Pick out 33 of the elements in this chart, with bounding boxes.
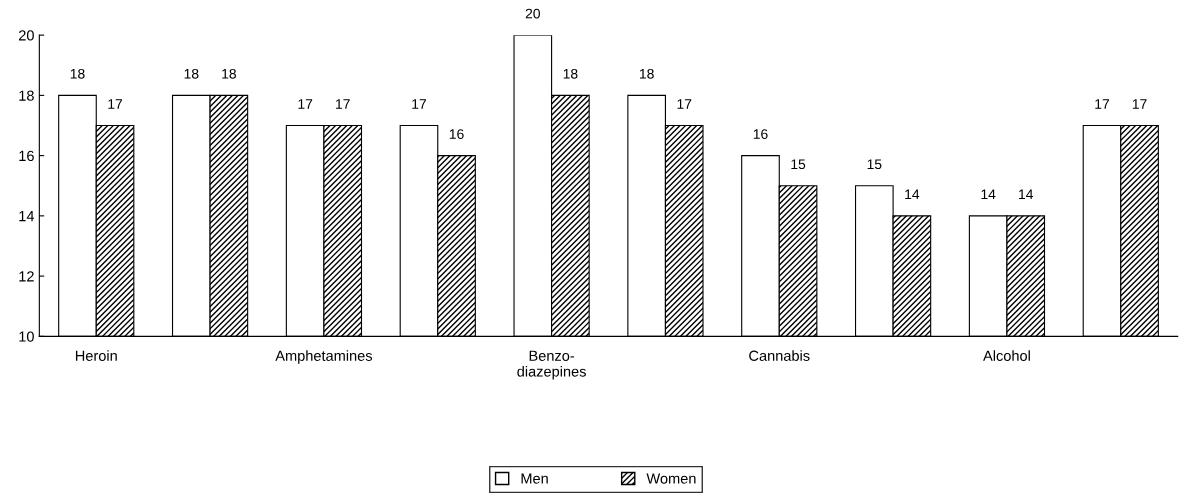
y-tick-label: 16 (19, 150, 34, 162)
data-label: 18 (184, 68, 199, 79)
data-label: 17 (412, 99, 427, 109)
legend-label: Women (646, 473, 696, 484)
data-label: 15 (791, 159, 806, 170)
data-label: 17 (108, 99, 123, 109)
y-tick-label: 18 (19, 90, 34, 101)
y-tick-label: 20 (18, 30, 34, 41)
data-label: 16 (753, 129, 768, 139)
y-tick-label: 14 (19, 211, 35, 222)
data-label: 17 (1132, 99, 1147, 109)
x-tick-label: Heroin (75, 350, 117, 361)
x-tick-label: Cannabis (749, 350, 810, 361)
x-tick-label: Alcohol (983, 350, 1030, 361)
legend-label: Men (521, 473, 548, 484)
data-label: 16 (449, 129, 464, 139)
data-label: 17 (336, 99, 350, 109)
data-label: 14 (981, 189, 996, 200)
data-label: 20 (525, 8, 540, 19)
data-label: 17 (1095, 99, 1110, 109)
x-tick-label: Amphetamines (275, 350, 373, 364)
data-label: 18 (70, 68, 85, 79)
data-label: 15 (867, 159, 882, 170)
data-label: 18 (222, 68, 236, 79)
data-label: 18 (639, 68, 654, 79)
data-label: 17 (298, 99, 313, 109)
y-tick-label: 10 (19, 331, 34, 342)
data-label: 14 (1019, 189, 1034, 200)
data-label: 18 (563, 68, 578, 79)
data-label: 14 (905, 189, 920, 200)
data-label: 17 (677, 99, 692, 109)
y-tick-label: 12 (19, 271, 34, 282)
x-tick-label: Benzo- diazepines (517, 350, 586, 380)
